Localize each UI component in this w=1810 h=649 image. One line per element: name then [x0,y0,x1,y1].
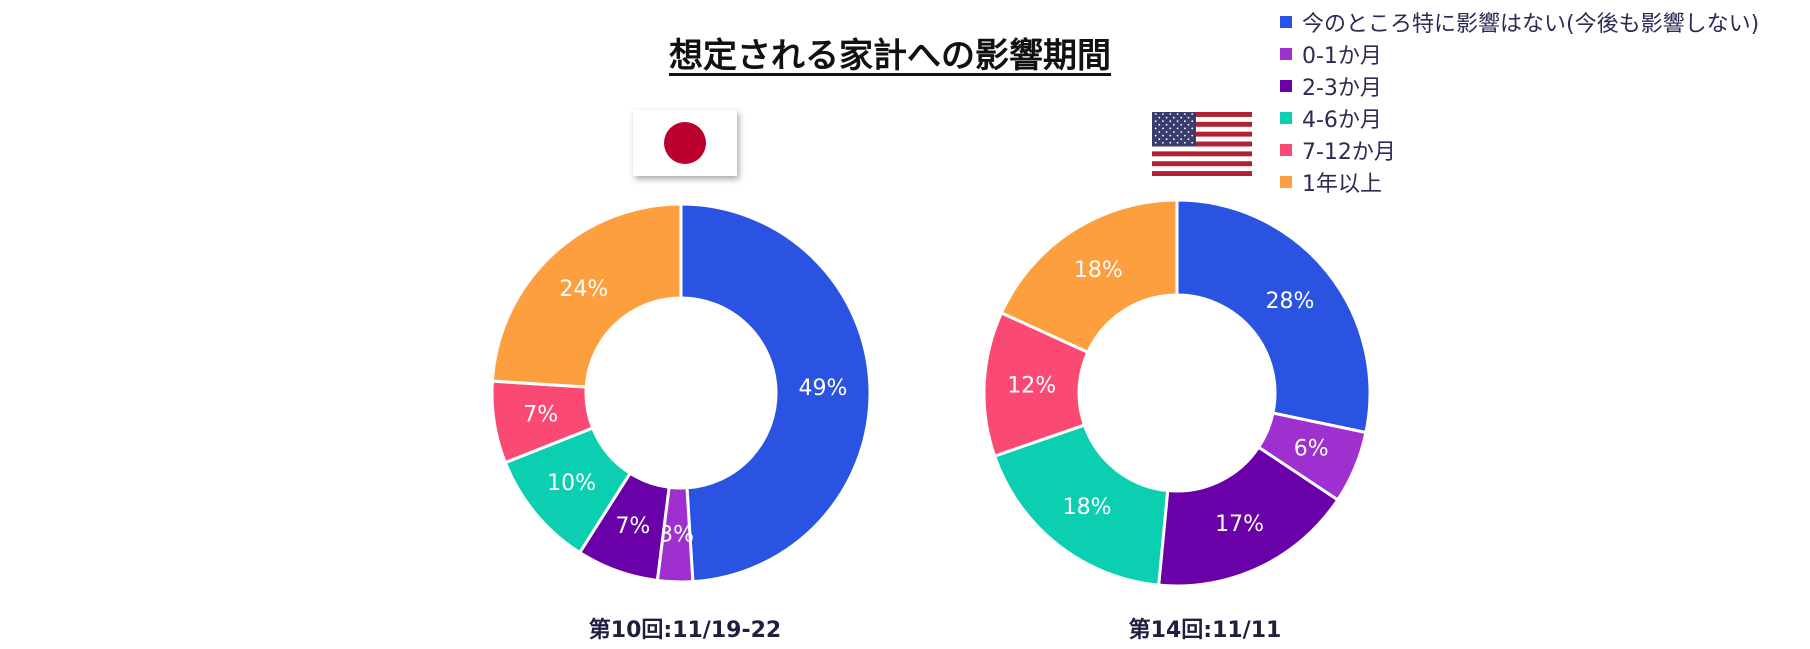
japan-donut: 49%3%7%10%7%24% [490,202,872,584]
japan-slice-label-5: 24% [559,277,608,302]
legend-label: 7-12か月 [1302,140,1396,165]
japan-slice-5 [490,202,683,389]
legend-item: 7-12か月 [1280,134,1759,166]
usa-chart-caption: 第14回:11/11 [1128,618,1282,643]
legend-swatch [1280,80,1292,92]
usa-slice-label-5: 18% [1074,258,1123,283]
legend-swatch [1280,112,1292,124]
japan-flag-sun [664,122,706,164]
page-title: 想定される家計への影響期間 [669,36,1111,76]
japan-slice-0 [679,202,872,584]
legend-item: 2-3か月 [1280,70,1759,102]
usa-slice-label-0: 28% [1265,289,1314,314]
japan-slice-label-3: 10% [547,471,596,496]
usa-slice-0 [1175,198,1372,435]
legend-label: 0-1か月 [1302,44,1382,69]
legend-item: 今のところ特に影響はない(今後も影響しない) [1280,6,1759,38]
usa-slice-3 [992,423,1170,587]
legend-swatch [1280,176,1292,188]
legend-item: 0-1か月 [1280,38,1759,70]
legend-label: 1年以上 [1302,172,1382,197]
japan-chart-caption: 第10回:11/19-22 [588,618,782,643]
usa-slice-label-4: 12% [1007,374,1056,399]
usa-slice-label-3: 18% [1063,495,1112,520]
legend-swatch [1280,144,1292,156]
usa-slice-5 [999,198,1179,355]
usa-donut: 28% 6% 17% 18% 12% 18% [982,198,1372,588]
usa-flag-icon [1152,112,1252,176]
usa-slice-2 [1157,445,1340,588]
japan-slice-label-0: 49% [798,376,847,401]
legend-swatch [1280,16,1292,28]
japan-slice-label-4: 7% [523,403,558,428]
usa-slice-label-1: 6% [1294,437,1329,462]
chart-legend: 今のところ特に影響はない(今後も影響しない) 0-1か月 2-3か月 4-6か月… [1280,6,1759,198]
legend-item: 4-6か月 [1280,102,1759,134]
legend-label: 今のところ特に影響はない(今後も影響しない) [1302,12,1760,37]
legend-item: 1年以上 [1280,166,1759,198]
legend-label: 2-3か月 [1302,76,1382,101]
usa-slice-label-2: 17% [1215,512,1264,537]
japan-slice-label-2: 7% [615,514,650,539]
legend-swatch [1280,48,1292,60]
legend-label: 4-6か月 [1302,108,1382,133]
japan-flag-icon [633,110,737,176]
